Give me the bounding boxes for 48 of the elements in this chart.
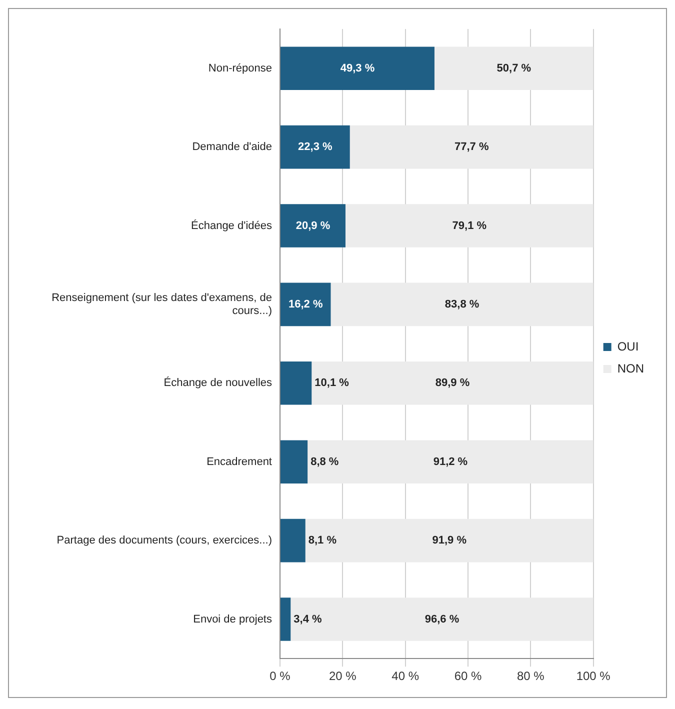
y-tick-label: Échange de nouvelles: [164, 376, 272, 390]
y-tick-label: Non-réponse: [208, 62, 272, 74]
data-label: 3,4 %: [294, 613, 322, 626]
legend-label: NON: [617, 361, 644, 376]
y-tick-label: Demande d'aide: [192, 141, 272, 154]
bar: [280, 125, 350, 169]
bar: [280, 46, 434, 90]
data-label: 16,2 %: [288, 298, 323, 310]
data-label: 49,3 %: [340, 62, 375, 74]
x-tick-label: 20 %: [328, 669, 357, 684]
x-tick-label: 100 %: [576, 669, 611, 684]
bar: [280, 362, 312, 405]
bar: [280, 518, 306, 562]
data-label: 50,7 %: [496, 62, 532, 74]
x-tick-label: 40 %: [392, 669, 420, 684]
data-label: 10,1 %: [314, 377, 350, 390]
bar: [280, 440, 308, 484]
data-label: 83,8 %: [444, 298, 480, 310]
bar: [280, 282, 331, 326]
x-tick-label: 60 %: [454, 669, 482, 684]
data-label: 22,3 %: [298, 141, 333, 154]
data-label: 77,7 %: [454, 141, 489, 154]
data-label: 79,1 %: [452, 220, 487, 232]
bar: [280, 598, 291, 641]
data-label: 91,9 %: [432, 534, 467, 547]
bar: [308, 440, 594, 484]
bar: [345, 204, 594, 248]
legend-label: OUI: [617, 339, 639, 354]
y-tick-label: Renseignement (sur les dates d'examens, de cours...): [52, 292, 272, 318]
bar: [434, 46, 594, 90]
x-tick-label: 80 %: [516, 669, 545, 684]
data-label: 89,9 %: [435, 377, 470, 390]
y-tick-label: Encadrement: [206, 456, 272, 468]
bar: [312, 362, 594, 405]
y-tick-label: Échange d'idées: [191, 218, 272, 232]
bar: [305, 518, 594, 562]
y-tick-label: Partage des documents (cours, exercices...): [56, 534, 272, 547]
data-label: 91,2 %: [433, 456, 468, 468]
bar: [280, 204, 346, 248]
data-label: 8,1 %: [308, 534, 337, 547]
data-label: 8,8 %: [310, 456, 339, 468]
bar: [350, 125, 594, 169]
bar: [330, 282, 594, 326]
data-label: 96,6 %: [424, 613, 460, 626]
x-tick-label: 0 %: [270, 669, 291, 684]
bar: [290, 598, 594, 641]
y-tick-label: Envoi de projets: [193, 613, 272, 626]
data-label: 20,9 %: [296, 220, 330, 232]
